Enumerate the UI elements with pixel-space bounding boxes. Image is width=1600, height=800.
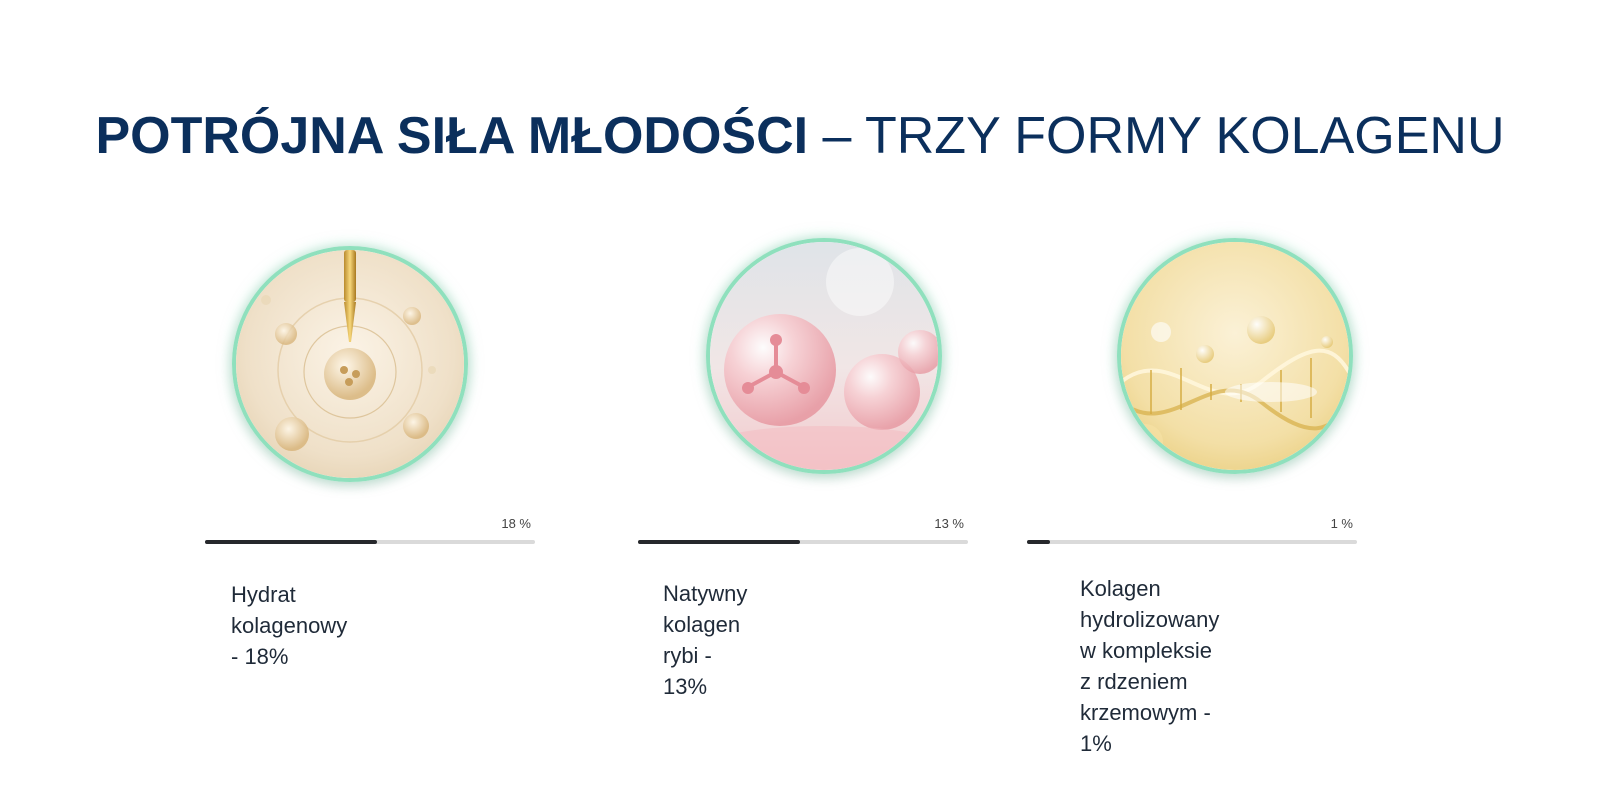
label-line: Kolagen hydrolizowany (1080, 576, 1220, 632)
label-line: Natywny kolagen rybi - 13% (663, 581, 748, 699)
progress-fill (1027, 540, 1051, 544)
label-line: krzemowym - 1% (1080, 700, 1211, 756)
progress-fill (638, 540, 800, 544)
collagen-label: Kolagen hydrolizowany w kompleksie z rdz… (1080, 573, 1219, 759)
label-line: Hydrat kolagenowy - 18% (231, 582, 348, 669)
collagen-card-2: 13 % Natywny kolagen rybi - 13% (0, 0, 968, 800)
collagen-card-1: 18 % Hydrat kolagenowy - 18% (0, 0, 535, 800)
collagen-label: Hydrat kolagenowy - 18% (231, 579, 347, 672)
collagen-label: Natywny kolagen rybi - 13% (663, 578, 747, 702)
title-light: – TRZY FORMY KOLAGENU (808, 107, 1505, 165)
label-line: w kompleksie z rdzeniem (1080, 638, 1213, 694)
progress-track (638, 540, 968, 544)
percent-label: 18 % (501, 516, 531, 531)
percent-label: 13 % (934, 516, 964, 531)
golden-dna-helix-icon (1117, 238, 1353, 474)
pink-molecule-bubbles-icon (706, 238, 942, 474)
title-bold: POTRÓJNA SIŁA MŁODOŚCI (95, 107, 809, 165)
progress-track (205, 540, 535, 544)
golden-serum-dropper-icon (232, 246, 468, 482)
collagen-card-3: 1 % Kolagen hydrolizowany w kompleksie z… (0, 0, 1357, 800)
percent-label: 1 % (1330, 516, 1353, 531)
page-title: POTRÓJNA SIŁA MŁODOŚCI – TRZY FORMY KOLA… (0, 104, 1600, 168)
progress-fill (205, 540, 377, 544)
progress-track (1027, 540, 1357, 544)
